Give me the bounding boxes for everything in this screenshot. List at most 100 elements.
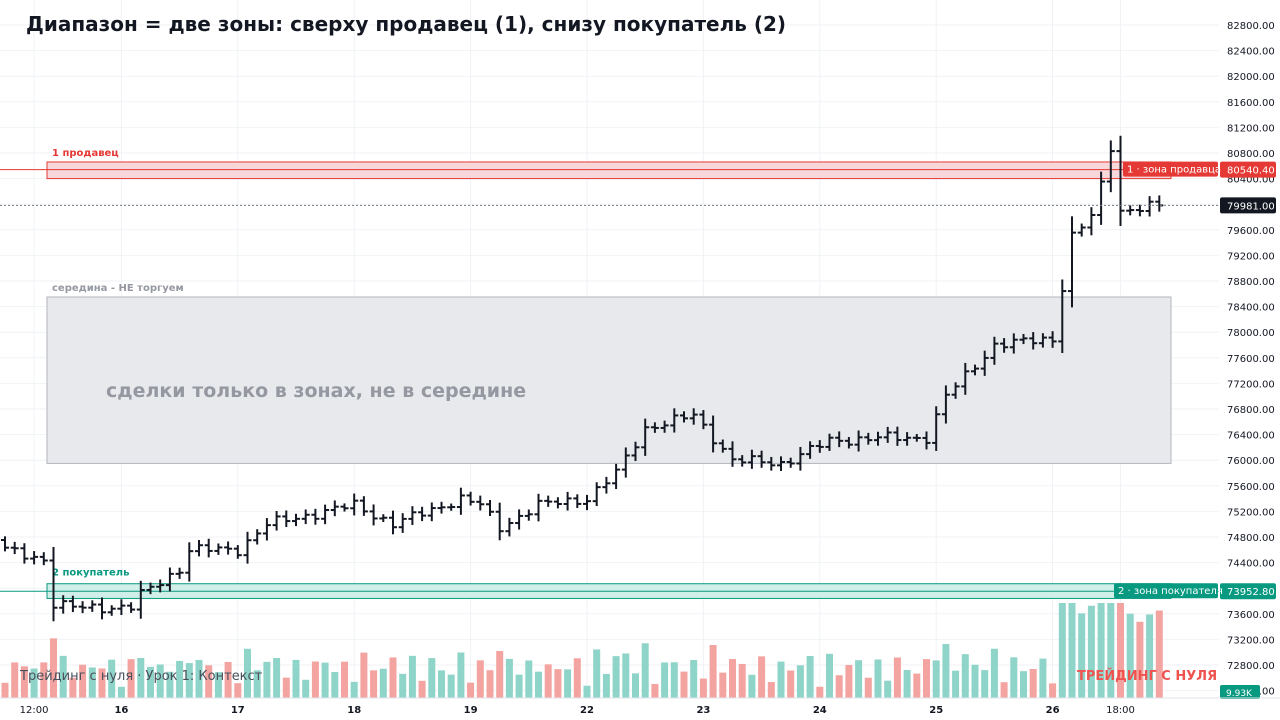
ohlc-bar [350,493,359,516]
ohlc-bar [777,456,785,471]
ohlc-bar [1,536,9,552]
ohlc-bar [1019,333,1028,345]
ohlc-bar [932,406,941,451]
ohlc-bar [146,582,155,595]
volume-bar [535,671,542,698]
ohlc-bar [127,602,136,613]
volume-bar [117,686,125,698]
ohlc-bar [941,385,950,424]
volume-bar [282,677,290,698]
ohlc-bar [592,482,601,507]
volume-bar [1010,657,1018,698]
ohlc-bar [553,497,562,509]
middle-zone [46,296,1172,464]
volume-bar [496,651,504,698]
price-tick-label: 74400.00 [1227,559,1275,570]
volume-bar [903,670,911,698]
volume-bar [961,654,969,698]
ohlc-bar [204,538,213,558]
volume-bar [137,658,145,698]
volume-bar [913,673,921,698]
volume-bar [1,682,9,698]
volume-bar [952,670,960,698]
ohlc-bar [369,504,378,526]
volume-bar [205,665,213,698]
ohlc-bar [883,426,892,443]
ohlc-bar [835,431,844,448]
ohlc-bar [292,513,300,527]
volume-bar [11,662,19,698]
buyer-zone-tag: 2 · зона покупателя [1114,583,1223,599]
volume-bar [399,673,407,698]
price-tick-label: 81600.00 [1227,98,1275,109]
ohlc-bar [195,540,203,557]
time-tick-label: 18 [347,705,361,716]
volume-bar [321,662,329,698]
volume-bar [554,669,562,698]
time-tick-label: 12:00 [20,705,49,716]
ohlc-bar [1048,331,1057,348]
time-axis: 12:00 16 17 18 19 22 23 24 25 26 18:00 [20,705,1135,716]
volume-bar [835,675,843,698]
ohlc-bar [980,350,989,376]
ohlc-bar [718,439,727,453]
volume-bar [1155,610,1163,698]
time-tick-label: 24 [813,705,827,716]
ohlc-bar [631,441,640,462]
volume-bar [632,673,639,698]
ohlc-bar [418,506,427,522]
price-series [1,135,1164,622]
ohlc-bar [757,450,766,468]
price-tick-label: 81200.00 [1227,123,1275,134]
ohlc-bar [971,364,979,376]
ohlc-bar [427,502,436,522]
ohlc-bar [563,491,572,511]
volume-bar [428,658,436,698]
seller-zone-label: 1 продавец [52,148,119,159]
volume-tag: 9.93K [1220,685,1260,699]
ohlc-bar [98,597,106,620]
ohlc-bar [544,495,553,507]
ohlc-bar [408,506,417,525]
volume-bar [147,666,154,698]
price-tick-label: 76000.00 [1227,456,1275,467]
volume-bar [719,672,727,698]
ohlc-bar [20,543,29,564]
ohlc-bar [806,441,815,459]
ohlc-bar [1000,338,1009,353]
volume-bar [884,680,892,698]
volume-bar [767,682,775,698]
volume-bar [816,686,824,698]
volume-bar [20,666,28,698]
ohlc-bar [311,508,320,525]
volume-bar [214,672,222,698]
ohlc-bar [680,411,688,423]
volume-bar [855,660,863,698]
volume-bar [942,644,950,698]
ohlc-bar [854,430,863,452]
ohlc-bar [78,601,87,614]
volume-bar [573,658,581,698]
volume-bar [311,661,319,698]
volume-bar [185,663,193,698]
volume-bar [447,674,455,698]
ohlc-bar [825,433,834,451]
ohlc-bar [524,509,533,521]
price-tick-label: 80800.00 [1227,149,1275,160]
ohlc-bar [786,457,795,468]
volume-bar [1107,603,1115,698]
ohlc-bar [660,420,669,433]
volume-bar [244,648,251,698]
volume-bar [1117,603,1124,698]
volume-tag-text: 9.93K [1226,689,1253,699]
volume-bar [680,671,688,698]
price-tick-label: 77600.00 [1227,354,1275,365]
ohlc-bar [243,531,252,564]
ohlc-bar [922,431,931,450]
volume-bar [127,659,135,698]
ohlc-bar [767,456,776,471]
volume-bar [418,680,426,698]
ohlc-bar [476,495,485,511]
volume-bar [408,655,416,698]
